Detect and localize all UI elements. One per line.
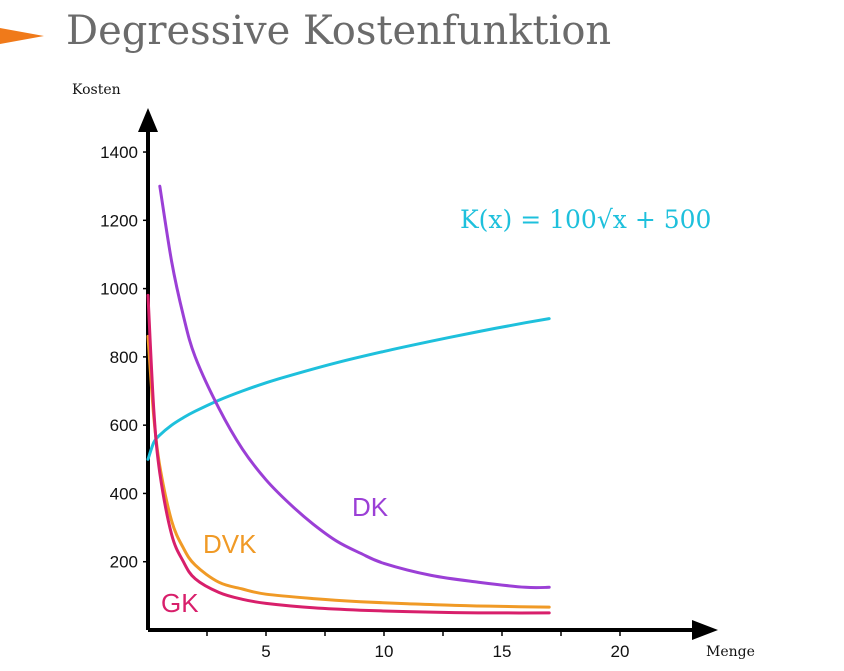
y-tick-label: 1200	[100, 211, 138, 230]
x-axis-arrowhead	[692, 620, 718, 640]
y-tick-label: 1400	[100, 143, 138, 162]
y-tick-label: 600	[110, 416, 138, 435]
series-dvk-line	[146, 334, 551, 609]
y-tick-label: 1000	[100, 280, 138, 299]
series-label-dk: DK	[352, 492, 389, 522]
series-label-dvk: DVK	[203, 529, 257, 559]
x-axis-label: Menge	[706, 644, 755, 660]
axes	[138, 108, 718, 640]
y-tick-label: 800	[110, 348, 138, 367]
x-tick-label: 15	[493, 642, 512, 661]
page-title: Degressive Kostenfunktion	[66, 8, 612, 54]
series-gk-line	[146, 293, 551, 615]
y-tick-label: 400	[110, 484, 138, 503]
x-tick-label: 10	[375, 642, 394, 661]
y-axis-arrowhead	[138, 108, 158, 132]
labels: Kosten Menge K(x) = 100√x + 500 DK DVK G…	[72, 82, 755, 660]
series-k-line	[146, 317, 551, 461]
series-lines	[146, 184, 551, 615]
formula-annotation: K(x) = 100√x + 500	[460, 205, 711, 234]
title-marker-arrow	[0, 28, 44, 44]
x-tick-label: 5	[261, 642, 270, 661]
x-tick-label: 20	[611, 642, 630, 661]
ticks: 200 400 600 800 1000 1200 1400 5 10 15 20	[100, 143, 629, 661]
series-dk-line	[158, 184, 551, 590]
series-label-gk: GK	[161, 588, 199, 618]
y-axis-label: Kosten	[72, 82, 121, 98]
y-tick-label: 200	[110, 553, 138, 572]
